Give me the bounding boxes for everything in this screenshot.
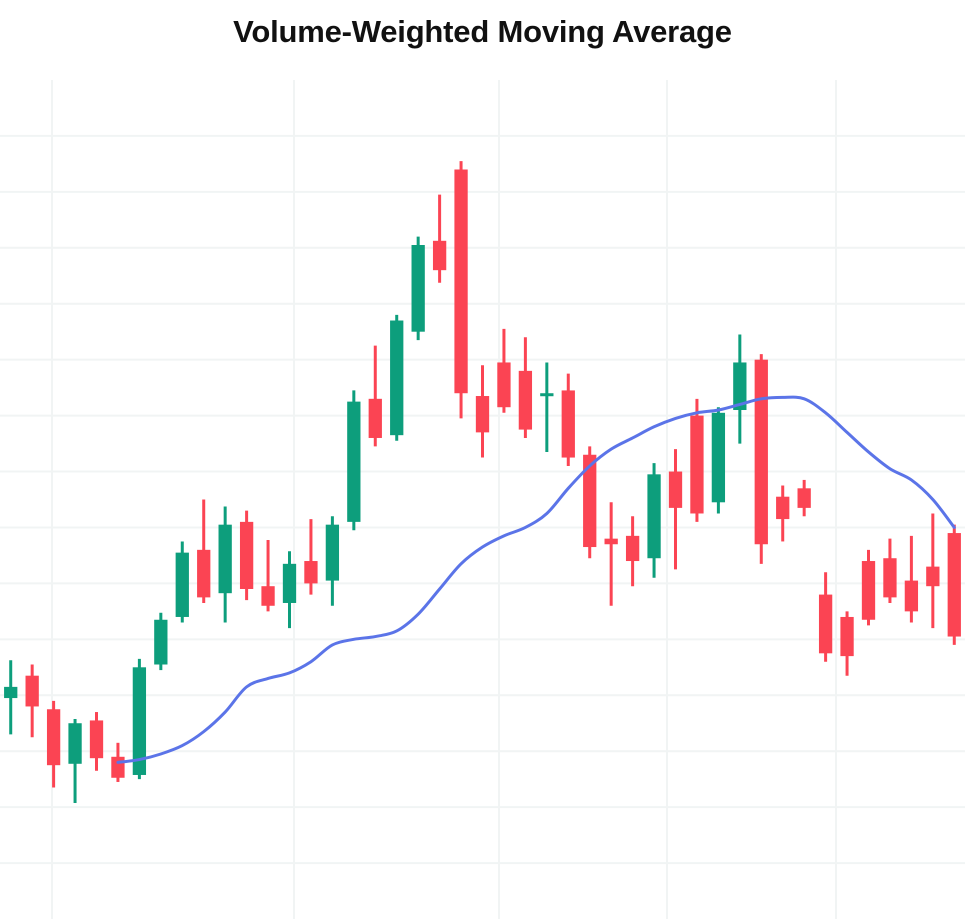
- candle-body: [540, 393, 554, 397]
- candle-body: [776, 496, 790, 520]
- candlestick: [154, 612, 168, 671]
- candlestick: [197, 499, 211, 603]
- candle-body: [175, 552, 189, 617]
- candle-body: [154, 619, 168, 665]
- candlestick: [668, 449, 683, 570]
- candlestick: [861, 549, 876, 626]
- candle-body: [239, 521, 254, 589]
- candlestick: [518, 337, 533, 438]
- candle-body: [454, 169, 468, 394]
- candle-body: [818, 594, 833, 654]
- candle-body: [797, 488, 811, 508]
- candle-body: [46, 709, 61, 766]
- candle-body: [861, 561, 876, 620]
- candle-body: [368, 398, 382, 438]
- candle-body: [325, 524, 340, 581]
- moving-average-line: [116, 395, 956, 764]
- candle-body: [304, 561, 318, 584]
- candle-body: [218, 524, 232, 594]
- candlestick: [797, 479, 811, 517]
- candle-body: [840, 616, 854, 657]
- candlestick-series: [4, 161, 961, 803]
- candle-body: [625, 535, 640, 562]
- candlestick: [46, 700, 61, 788]
- candle-body: [904, 580, 919, 612]
- candlestick: [733, 334, 747, 444]
- candlestick: [411, 236, 425, 341]
- candle-body: [347, 401, 361, 522]
- candlestick: [497, 328, 511, 413]
- candle-body: [733, 362, 747, 411]
- candle-body: [604, 538, 618, 545]
- candlestick: [840, 611, 854, 676]
- candlestick: [647, 463, 661, 578]
- candlestick: [604, 502, 618, 606]
- candle-body: [390, 320, 404, 436]
- candle-body: [668, 471, 683, 508]
- candlestick: [561, 373, 575, 466]
- candlestick: [776, 485, 790, 542]
- candlestick: [4, 660, 18, 735]
- candle-body: [561, 390, 575, 458]
- candlestick: [754, 354, 768, 564]
- gridlines: [0, 80, 965, 919]
- candle-body: [261, 586, 275, 606]
- candle-body: [25, 675, 39, 707]
- chart-title: Volume-Weighted Moving Average: [233, 14, 732, 49]
- candlestick: [325, 516, 340, 606]
- candle-body: [68, 723, 82, 764]
- candle-body: [432, 240, 447, 271]
- candlestick: [947, 524, 961, 645]
- candle-body: [583, 454, 597, 548]
- plot-area: [0, 80, 965, 919]
- candle-body: [947, 533, 961, 637]
- candle-body: [132, 667, 147, 775]
- candlestick: [926, 513, 940, 629]
- candle-body: [711, 412, 726, 503]
- candle-body: [4, 686, 18, 699]
- candle-body: [518, 370, 533, 430]
- candlestick: [89, 712, 104, 771]
- candlestick: [68, 719, 82, 803]
- candlestick: [711, 407, 726, 514]
- candlestick: [304, 519, 318, 595]
- candlestick: [432, 194, 447, 283]
- candlestick: [390, 314, 404, 441]
- candle-body: [647, 474, 661, 559]
- candlestick: [904, 535, 919, 623]
- plot-svg: [0, 80, 965, 919]
- candle-body: [475, 396, 490, 433]
- candle-body: [89, 720, 104, 759]
- candle-body: [926, 566, 940, 587]
- candlestick: [818, 572, 833, 662]
- candlestick: [540, 362, 554, 452]
- candlestick: [218, 506, 232, 623]
- candle-body: [111, 756, 125, 778]
- candlestick: [282, 551, 297, 629]
- candle-body: [690, 415, 704, 514]
- candle-body: [282, 563, 297, 603]
- candlestick: [25, 664, 39, 738]
- candlestick: [261, 540, 275, 612]
- candlestick: [454, 161, 468, 419]
- candlestick: [625, 516, 640, 587]
- vwma-line-path: [116, 395, 956, 764]
- candle-body: [883, 558, 897, 598]
- candle-body: [197, 549, 211, 598]
- candlestick: [347, 390, 361, 531]
- candlestick: [368, 345, 382, 447]
- candlestick: [883, 538, 897, 603]
- candlestick: [475, 365, 490, 458]
- candle-body: [411, 245, 425, 332]
- candlestick: [690, 398, 704, 522]
- candle-body: [497, 362, 511, 408]
- candlestick: [239, 510, 254, 601]
- candle-body: [754, 359, 768, 545]
- candlestick: [175, 541, 189, 623]
